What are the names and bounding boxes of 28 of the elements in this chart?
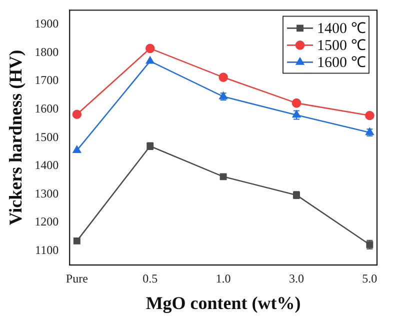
x-axis-title: MgO content (wt%) — [146, 292, 301, 313]
y-tick-label: 1600 — [34, 101, 59, 116]
y-axis-title: Vickers hardness (HV) — [5, 50, 26, 226]
x-tick-label: 3.0 — [288, 271, 304, 286]
y-tick-label: 1300 — [34, 186, 59, 200]
y-tick-label: 1100 — [35, 243, 59, 257]
legend-label: 1500 ℃ — [317, 38, 366, 54]
x-tick-label: 0.5 — [142, 271, 158, 286]
x-tick-label: 1.0 — [216, 271, 231, 286]
point — [292, 98, 302, 108]
x-tick-label: Pure — [66, 271, 88, 286]
y-tick-label: 1200 — [34, 214, 59, 229]
point — [146, 56, 154, 64]
point — [365, 110, 374, 120]
legend-label: 1400 ℃ — [317, 21, 366, 38]
y-tick-label: 1700 — [34, 73, 59, 88]
legend-label: 1600 ℃ — [317, 55, 366, 72]
y-tick-label: 1900 — [34, 16, 59, 31]
x-tick-label: 5.0 — [362, 271, 378, 286]
y-tick-label: 1500 — [34, 130, 59, 144]
point — [218, 72, 228, 82]
point — [73, 237, 80, 244]
point — [220, 173, 227, 180]
y-tick-label: 1800 — [34, 44, 59, 59]
y-tick-label: 1400 — [34, 158, 59, 172]
point — [72, 146, 82, 153]
point — [72, 110, 82, 120]
point — [145, 44, 155, 54]
